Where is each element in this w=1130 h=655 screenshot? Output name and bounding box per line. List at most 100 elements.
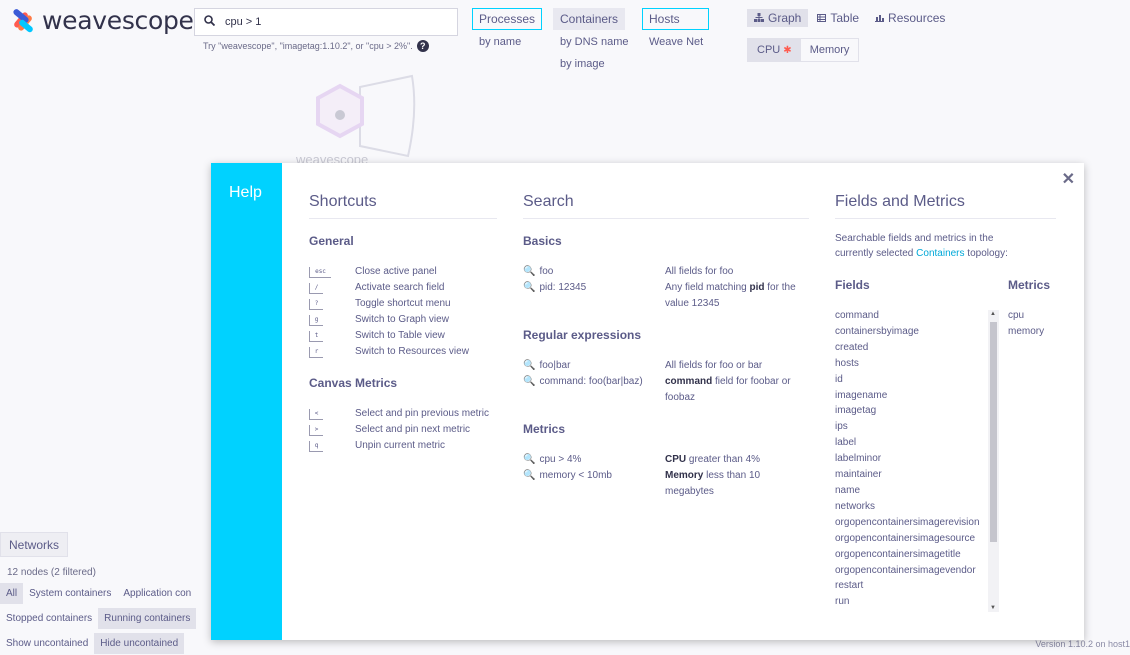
list-item: containersbyimage [835, 325, 919, 337]
list-item: orgopencontainersimagesource [835, 532, 976, 544]
topology-processes-button[interactable]: Processes [472, 8, 543, 30]
shortcut-label: Unpin current metric [355, 440, 446, 451]
filter-stopped-containers[interactable]: Stopped containers [6, 613, 93, 624]
search-example-desc: CPU greater than 4% [665, 454, 761, 465]
fields-metrics-title: Fields and Metrics [835, 193, 1056, 219]
list-item: ips [835, 421, 848, 433]
list-item: maintainer [835, 469, 882, 481]
list-item: imagename [835, 389, 888, 401]
help-title: Help [229, 184, 262, 201]
app-logo[interactable]: weavescope [10, 6, 194, 35]
topology-hosts: Hosts Weave Net [642, 8, 710, 48]
weave-logo-icon [10, 7, 38, 35]
search-example-desc: value 12345 [665, 298, 720, 309]
filter-all[interactable]: All [0, 583, 24, 604]
filter-show-uncontained[interactable]: Show uncontained [6, 638, 89, 649]
search-icon: 🔍 [523, 470, 536, 481]
regex-title: Regular expressions [523, 328, 642, 342]
graph-node[interactable] [300, 72, 430, 172]
search-example: 🔍 foo|bar [523, 358, 570, 374]
search-example-desc: megabytes [665, 486, 714, 497]
fields-scrollbar[interactable]: ▲ ▼ [988, 310, 999, 612]
version-label: Version 1.10.2 on host1 [1035, 639, 1130, 649]
list-item: name [835, 484, 861, 496]
key-r: r [309, 347, 323, 358]
topology-sub-containers-by-image[interactable]: by image [560, 58, 605, 70]
shortcut-label: Activate search field [355, 282, 445, 293]
search-help-title: Search [523, 193, 809, 219]
help-sidebar: Help [211, 163, 282, 640]
view-graph-button[interactable]: Graph [747, 9, 809, 27]
list-item: cpu [1008, 310, 1025, 321]
list-item: orgopencontainersimagevendor [835, 564, 976, 576]
key-question: ? [309, 299, 323, 310]
metrics-help-title: Metrics [523, 422, 566, 436]
topology-hosts-button[interactable]: Hosts [642, 8, 709, 30]
topology-sub-containers-by-dns[interactable]: by DNS name [560, 36, 629, 48]
list-item: run [835, 596, 850, 608]
shortcut-label: Switch to Table view [355, 330, 445, 341]
list-item: created [835, 341, 869, 353]
app-name: weavescope [42, 6, 194, 35]
search-example-desc: All fields for foo or bar [665, 360, 763, 371]
help-icon[interactable]: ? [416, 40, 429, 52]
list-item: id [835, 373, 843, 385]
metric-selector: CPU ✱ Memory [747, 38, 860, 62]
search-example: 🔍 command: foo(bar|baz) [523, 374, 643, 390]
view-resources-button[interactable]: Resources [868, 9, 952, 27]
view-table-button[interactable]: Table [810, 9, 866, 27]
table-icon [817, 11, 827, 25]
topology-sub-hosts-weave-net[interactable]: Weave Net [649, 36, 704, 48]
filter-row-uncontained: Show uncontained Hide uncontained [0, 633, 185, 654]
networks-toggle[interactable]: Networks [0, 532, 69, 557]
list-item: labelminor [835, 453, 882, 465]
graph-icon [754, 11, 764, 25]
list-item: restart [835, 580, 864, 592]
topology-sub-processes-by-name[interactable]: by name [479, 36, 522, 48]
general-title: General [309, 234, 354, 248]
search-icon: 🔍 [523, 454, 536, 465]
bar-chart-icon [875, 11, 885, 25]
search-query: cpu > 1 [225, 16, 262, 28]
shortcut-label: Select and pin next metric [355, 424, 471, 435]
filter-hide-uncontained[interactable]: Hide uncontained [94, 633, 185, 654]
search-example-desc: All fields for foo [665, 266, 734, 277]
close-icon[interactable]: ✕ [1061, 171, 1075, 188]
list-item: command [835, 310, 879, 321]
view-selector: Graph Table Resources [747, 9, 952, 27]
filter-row-state: Stopped containers Running containers [0, 608, 197, 629]
topology-containers: Containers by DNS name by image [553, 8, 635, 70]
fields-list[interactable]: command containersbyimage created hosts … [835, 308, 990, 610]
metrics-list: cpu memory [1008, 308, 1044, 340]
metrics-list-title: Metrics [1008, 278, 1051, 292]
search-icon: 🔍 [523, 376, 536, 387]
key-less-than: < [309, 409, 323, 420]
search-hint: Try "weavescope", "imagetag:1.10.2", or … [203, 40, 429, 52]
metric-cpu-button[interactable]: CPU ✱ [748, 39, 801, 61]
shortcut-label: Close active panel [355, 266, 437, 277]
search-example-desc: command field for foobar or [665, 376, 791, 387]
topology-containers-button[interactable]: Containers [553, 8, 626, 30]
search-icon: 🔍 [523, 266, 536, 277]
key-g: g [309, 315, 323, 326]
key-slash: / [309, 283, 323, 294]
scroll-up-icon[interactable]: ▲ [990, 311, 996, 317]
list-item: orgopencontainersimagetitle [835, 548, 961, 560]
scrollbar-thumb[interactable] [990, 322, 997, 542]
filter-system-containers[interactable]: System containers [29, 588, 112, 599]
search-input[interactable]: cpu > 1 [194, 8, 458, 36]
search-example: 🔍 foo [523, 264, 553, 280]
key-t: t [309, 331, 323, 342]
shortcut-label: Toggle shortcut menu [355, 298, 451, 309]
key-greater-than: > [309, 425, 323, 436]
filter-row-container-type: All System containers Application con [0, 583, 197, 604]
scroll-down-icon[interactable]: ▼ [990, 605, 996, 611]
filter-application-containers[interactable]: Application con [123, 588, 192, 599]
metric-memory-button[interactable]: Memory [809, 44, 850, 56]
key-q: q [309, 441, 323, 452]
search-example: 🔍 cpu > 4% [523, 452, 581, 468]
filter-running-containers[interactable]: Running containers [98, 608, 197, 629]
topology-link[interactable]: Containers [916, 248, 965, 259]
search-example: 🔍 memory < 10mb [523, 468, 612, 484]
list-item: imagetag [835, 405, 877, 417]
